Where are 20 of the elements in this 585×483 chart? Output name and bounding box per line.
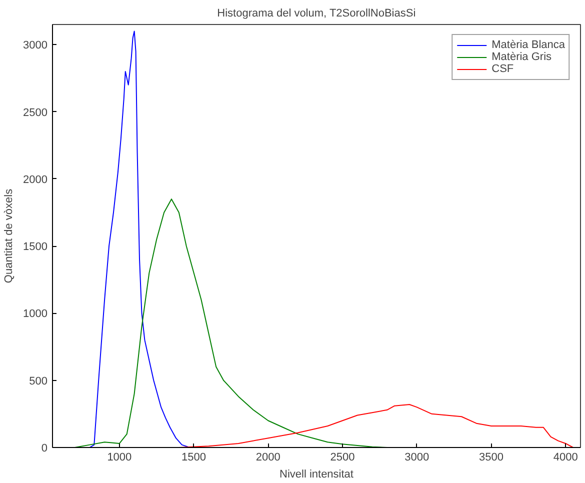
y-tick-label: 0 [41, 442, 48, 454]
x-tick-label: 1500 [182, 452, 206, 464]
x-tick-label: 2500 [330, 452, 355, 464]
y-tick-label: 3000 [23, 40, 48, 52]
y-tick-label: 1500 [23, 241, 48, 254]
y-axis-title: Quantitat de vòxels [3, 188, 16, 284]
x-tick-label: 3000 [404, 452, 430, 464]
y-tick-label: 2000 [23, 174, 48, 186]
legend-label: Matèria Gris [492, 51, 552, 63]
chart-title: Histograma del volum, T2SorollNoBiasSi [217, 8, 416, 20]
x-tick-label: 3500 [479, 452, 504, 464]
legend-label: Matèria Blanca [492, 39, 565, 51]
x-tick-label: 1000 [107, 452, 132, 464]
y-tick-label: 2500 [23, 106, 48, 119]
x-tick-label: 4000 [553, 452, 578, 464]
x-tick-label: 2000 [256, 452, 280, 464]
x-axis-title: Nivell intensitat [280, 468, 354, 480]
y-tick-label: 500 [29, 375, 48, 388]
y-tick-label: 1000 [23, 308, 48, 320]
legend-label: CSF [492, 63, 514, 75]
